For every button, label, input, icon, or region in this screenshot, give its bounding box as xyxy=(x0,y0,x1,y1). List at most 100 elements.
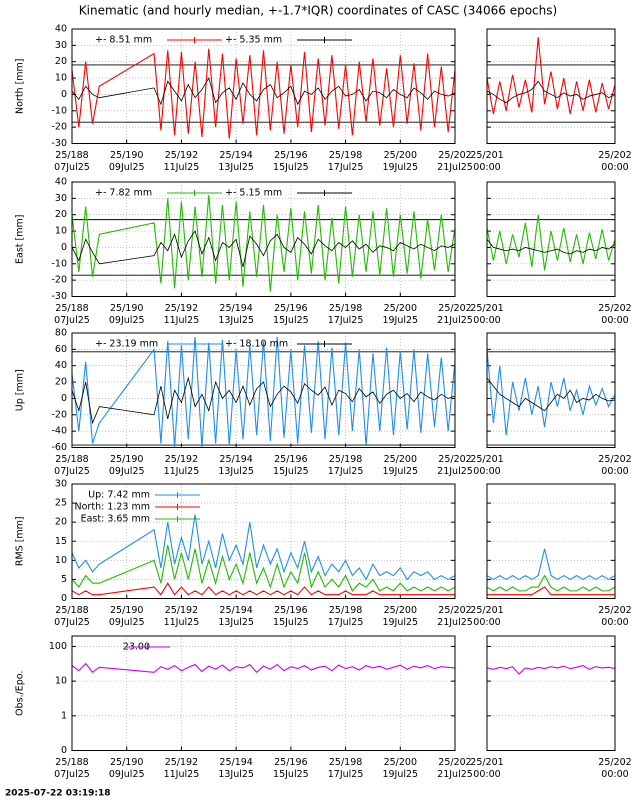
y-tick-label: 5 xyxy=(61,574,67,585)
series-line xyxy=(487,80,615,104)
x-tick-label: 00:00 xyxy=(473,769,500,780)
y-tick-label: 20 xyxy=(55,56,67,67)
x-tick-label: 25/200 xyxy=(384,605,417,616)
x-tick-label: 07Jul25 xyxy=(54,315,90,326)
x-tick-label: 25/202 xyxy=(438,757,471,768)
y-axis-label: North [mm] xyxy=(15,58,26,114)
x-tick-label: 07Jul25 xyxy=(54,769,90,780)
y-axis-label: Up [mm] xyxy=(15,369,26,411)
x-tick-label: 25/201 xyxy=(470,605,503,616)
x-tick-label: 25/192 xyxy=(165,605,198,616)
plot-frame xyxy=(486,483,616,599)
x-tick-label: 11Jul25 xyxy=(164,315,200,326)
y-axis-label: East [mm] xyxy=(15,215,26,264)
series-line xyxy=(487,586,615,596)
x-tick-label: 15Jul25 xyxy=(273,162,309,173)
plot-area xyxy=(487,349,615,446)
series-line xyxy=(72,544,455,592)
y-tick-label: 10 xyxy=(55,676,67,687)
plot-frame xyxy=(486,28,616,144)
legend-label: +- 8.51 mm xyxy=(95,35,152,46)
y-tick-label: -20 xyxy=(51,409,67,420)
x-tick-label: 25/190 xyxy=(110,150,143,161)
plot-frame xyxy=(486,635,616,751)
x-tick-label: 25/194 xyxy=(219,757,252,768)
y-tick-label: 100 xyxy=(49,641,67,652)
legend-marker xyxy=(321,190,328,196)
x-tick-label: 19Jul25 xyxy=(382,769,418,780)
x-tick-label: 17Jul25 xyxy=(328,617,364,628)
x-tick-label: 25/190 xyxy=(110,757,143,768)
x-tick-label: 25/192 xyxy=(165,757,198,768)
legend-label: +- 23.19 mm xyxy=(95,339,158,350)
x-tick-label: 17Jul25 xyxy=(328,162,364,173)
x-tick-label: 25/202 xyxy=(598,605,631,616)
x-tick-label: 25/202 xyxy=(598,303,631,314)
legend-marker xyxy=(144,644,151,650)
series-line xyxy=(487,349,615,436)
y-tick-label: -30 xyxy=(51,138,67,149)
x-tick-label: 25/200 xyxy=(384,303,417,314)
series-line xyxy=(72,337,455,448)
x-tick-label: 13Jul25 xyxy=(218,162,254,173)
series-line xyxy=(72,195,455,292)
x-tick-label: 25/198 xyxy=(329,757,362,768)
series-line xyxy=(487,574,615,592)
x-tick-label: 13Jul25 xyxy=(218,315,254,326)
y-tick-label: -10 xyxy=(51,105,67,116)
y-tick-label: 1 xyxy=(61,710,67,721)
y-tick-label: 15 xyxy=(55,536,67,547)
y-tick-label: 10 xyxy=(55,555,67,566)
plot-area xyxy=(72,514,455,596)
x-tick-label: 17Jul25 xyxy=(328,769,364,780)
x-tick-label: 00:00 xyxy=(473,162,500,173)
series-line xyxy=(487,37,615,115)
x-tick-label: 25/200 xyxy=(384,454,417,465)
x-tick-label: 19Jul25 xyxy=(382,315,418,326)
series-line xyxy=(487,377,615,412)
y-axis-label: RMS [mm] xyxy=(15,516,26,566)
plot-frame xyxy=(71,635,456,751)
y-tick-label: 0 xyxy=(61,393,67,404)
series-line xyxy=(72,48,455,139)
series-line xyxy=(487,239,615,255)
x-tick-label: 25/198 xyxy=(329,605,362,616)
legend-marker xyxy=(321,341,328,347)
plot-area xyxy=(72,662,455,674)
y-tick-label: 60 xyxy=(55,344,67,355)
legend-marker xyxy=(174,516,181,522)
series-line xyxy=(72,514,455,581)
y-tick-label: -10 xyxy=(51,258,67,269)
x-tick-label: 11Jul25 xyxy=(164,769,200,780)
x-tick-label: 19Jul25 xyxy=(382,466,418,477)
legend-label: +- 18.10 mm xyxy=(225,339,288,350)
x-tick-label: 25/192 xyxy=(165,150,198,161)
x-tick-label: 25/196 xyxy=(274,757,307,768)
x-tick-label: 15Jul25 xyxy=(273,466,309,477)
x-tick-label: 07Jul25 xyxy=(54,617,90,628)
plot-area xyxy=(487,548,615,596)
timestamp: 2025-07-22 03:19:18 xyxy=(5,789,110,799)
x-tick-label: 25/194 xyxy=(219,150,252,161)
x-tick-label: 09Jul25 xyxy=(109,315,145,326)
plot-frame xyxy=(71,28,456,144)
series-line xyxy=(72,230,455,268)
plot-area xyxy=(72,337,455,448)
x-tick-label: 25/188 xyxy=(55,454,88,465)
y-tick-label: 10 xyxy=(55,226,67,237)
y-tick-label: 10 xyxy=(55,73,67,84)
x-tick-label: 25/196 xyxy=(274,605,307,616)
x-tick-label: 25/190 xyxy=(110,605,143,616)
y-tick-label: 0 xyxy=(61,745,67,756)
chart-title: Kinematic (and hourly median, +-1.7*IQR)… xyxy=(79,4,557,18)
legend-label: Up: 7.42 mm xyxy=(88,490,150,501)
series-line xyxy=(72,77,455,106)
y-axis-label: Obs./Epo. xyxy=(15,671,26,716)
x-tick-label: 25/202 xyxy=(438,303,471,314)
x-tick-label: 25/188 xyxy=(55,150,88,161)
x-tick-label: 25/194 xyxy=(219,605,252,616)
x-tick-label: 25/196 xyxy=(274,303,307,314)
series-line xyxy=(72,662,455,674)
x-tick-label: 00:00 xyxy=(601,162,628,173)
